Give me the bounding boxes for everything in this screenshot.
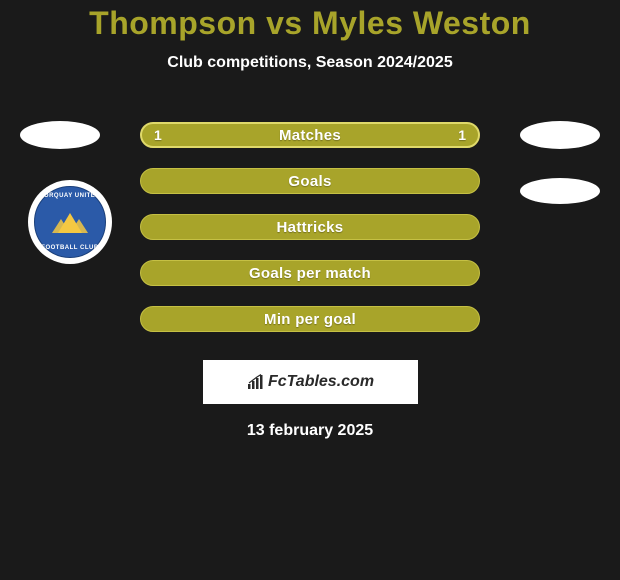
chart-icon [246,374,264,390]
stat-value-right: 1 [458,127,466,143]
logo-text-bottom: FOOTBALL CLUB [41,245,98,251]
date-text: 13 february 2025 [0,422,620,440]
page-title: Thompson vs Myles Weston [0,5,620,42]
player-bubble-left [20,121,100,149]
team-bubble-right [520,178,600,204]
logo-text-top: TORQUAY UNITED [40,193,100,199]
logo-inner: TORQUAY UNITED FOOTBALL CLUB [34,186,106,258]
watermark-text: FcTables.com [268,373,374,391]
stat-label: Goals [288,173,331,190]
team-logo-left: TORQUAY UNITED FOOTBALL CLUB [28,180,112,264]
stat-pill-gpm: Goals per match [140,260,480,286]
player-bubble-right [520,121,600,149]
main-container: Thompson vs Myles Weston Club competitio… [0,0,620,440]
stat-label: Min per goal [264,311,356,328]
page-subtitle: Club competitions, Season 2024/2025 [0,54,620,72]
stat-value-left: 1 [154,127,162,143]
stat-label: Hattricks [277,219,344,236]
stat-pill-goals: Goals [140,168,480,194]
stat-pill-hattricks: Hattricks [140,214,480,240]
stat-pill-matches: 1 Matches 1 [140,122,480,148]
logo-mountain-icon [48,207,92,237]
stat-row-min-per-goal: Min per goal [0,296,620,342]
stat-label: Matches [279,127,341,144]
stat-label: Goals per match [249,265,371,282]
stat-pill-mpg: Min per goal [140,306,480,332]
watermark-box[interactable]: FcTables.com [203,360,418,404]
stat-row-matches: 1 Matches 1 [0,112,620,158]
